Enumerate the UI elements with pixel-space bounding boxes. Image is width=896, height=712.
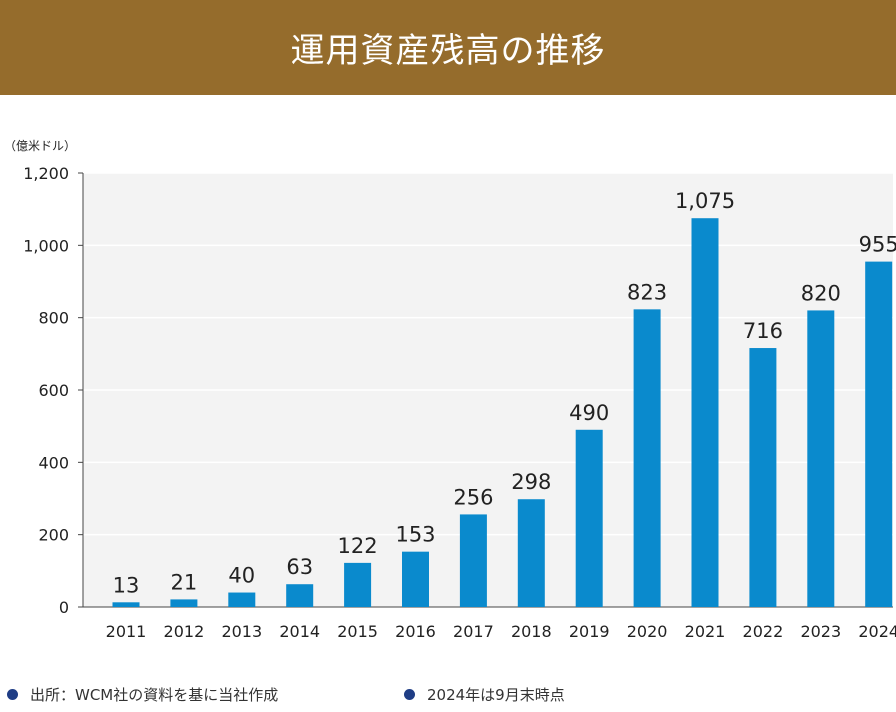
y-tick-label: 1,200 <box>23 164 69 183</box>
x-tick-label: 2022 <box>743 622 784 641</box>
source-note-text: 出所：WCM社の資料を基に当社作成 <box>30 686 279 704</box>
x-tick-label: 2012 <box>164 622 205 641</box>
data-label: 955 <box>859 233 896 257</box>
data-label: 21 <box>171 570 198 594</box>
bullet-icon <box>7 689 18 700</box>
bar <box>865 261 893 607</box>
data-label: 13 <box>113 573 140 597</box>
x-tick-label: 2021 <box>685 622 726 641</box>
date-note: 2024年は9月末時点 <box>404 684 565 705</box>
data-label: 490 <box>569 401 609 425</box>
bar <box>112 602 140 607</box>
bar <box>691 218 719 607</box>
bullet-icon <box>404 689 415 700</box>
bar <box>344 562 372 607</box>
bar <box>633 309 661 607</box>
y-tick-label: 0 <box>59 598 69 617</box>
data-label: 256 <box>453 485 493 509</box>
date-note-text: 2024年は9月末時点 <box>427 686 565 704</box>
x-tick-label: 2019 <box>569 622 610 641</box>
bar <box>807 310 835 607</box>
data-label: 40 <box>228 564 255 588</box>
y-tick-label: 400 <box>38 453 69 472</box>
y-tick-label: 1,000 <box>23 236 69 255</box>
bar <box>517 499 545 607</box>
page-title: 運用資産残高の推移 <box>290 31 606 71</box>
data-label: 823 <box>627 280 667 304</box>
x-tick-label: 2011 <box>106 622 147 641</box>
title-banner: 運用資産残高の推移 <box>0 0 896 95</box>
x-tick-label: 2024 <box>858 622 896 641</box>
bar <box>749 348 777 607</box>
y-tick-label: 200 <box>38 526 69 545</box>
x-tick-label: 2015 <box>337 622 378 641</box>
x-tick-label: 2018 <box>511 622 552 641</box>
bar <box>575 429 603 607</box>
bar <box>228 592 256 607</box>
x-tick-label: 2013 <box>221 622 262 641</box>
data-label: 1,075 <box>675 189 735 213</box>
data-label: 716 <box>743 319 783 343</box>
bar <box>286 584 314 607</box>
unit-label: （億米ドル） <box>4 139 77 153</box>
y-tick-label: 600 <box>38 381 69 400</box>
x-tick-label: 2017 <box>453 622 494 641</box>
data-label: 820 <box>801 281 841 305</box>
data-label: 153 <box>395 523 435 547</box>
bar <box>459 514 487 607</box>
data-label: 122 <box>338 534 378 558</box>
x-tick-label: 2014 <box>279 622 320 641</box>
bar-chart: 0 200 400 600 800 1,000 1,200 13 2011 21 2012 40 201… <box>23 164 896 641</box>
x-tick-label: 2023 <box>800 622 841 641</box>
x-tick-label: 2020 <box>627 622 668 641</box>
data-label: 298 <box>511 470 551 494</box>
bar <box>170 599 198 607</box>
bar <box>402 551 429 607</box>
x-tick-label: 2016 <box>395 622 436 641</box>
source-note: 出所：WCM社の資料を基に当社作成 <box>7 684 278 705</box>
data-label: 63 <box>286 555 313 579</box>
footer-notes: 出所：WCM社の資料を基に当社作成 2024年は9月末時点 <box>0 684 896 708</box>
y-tick-label: 800 <box>38 309 69 328</box>
